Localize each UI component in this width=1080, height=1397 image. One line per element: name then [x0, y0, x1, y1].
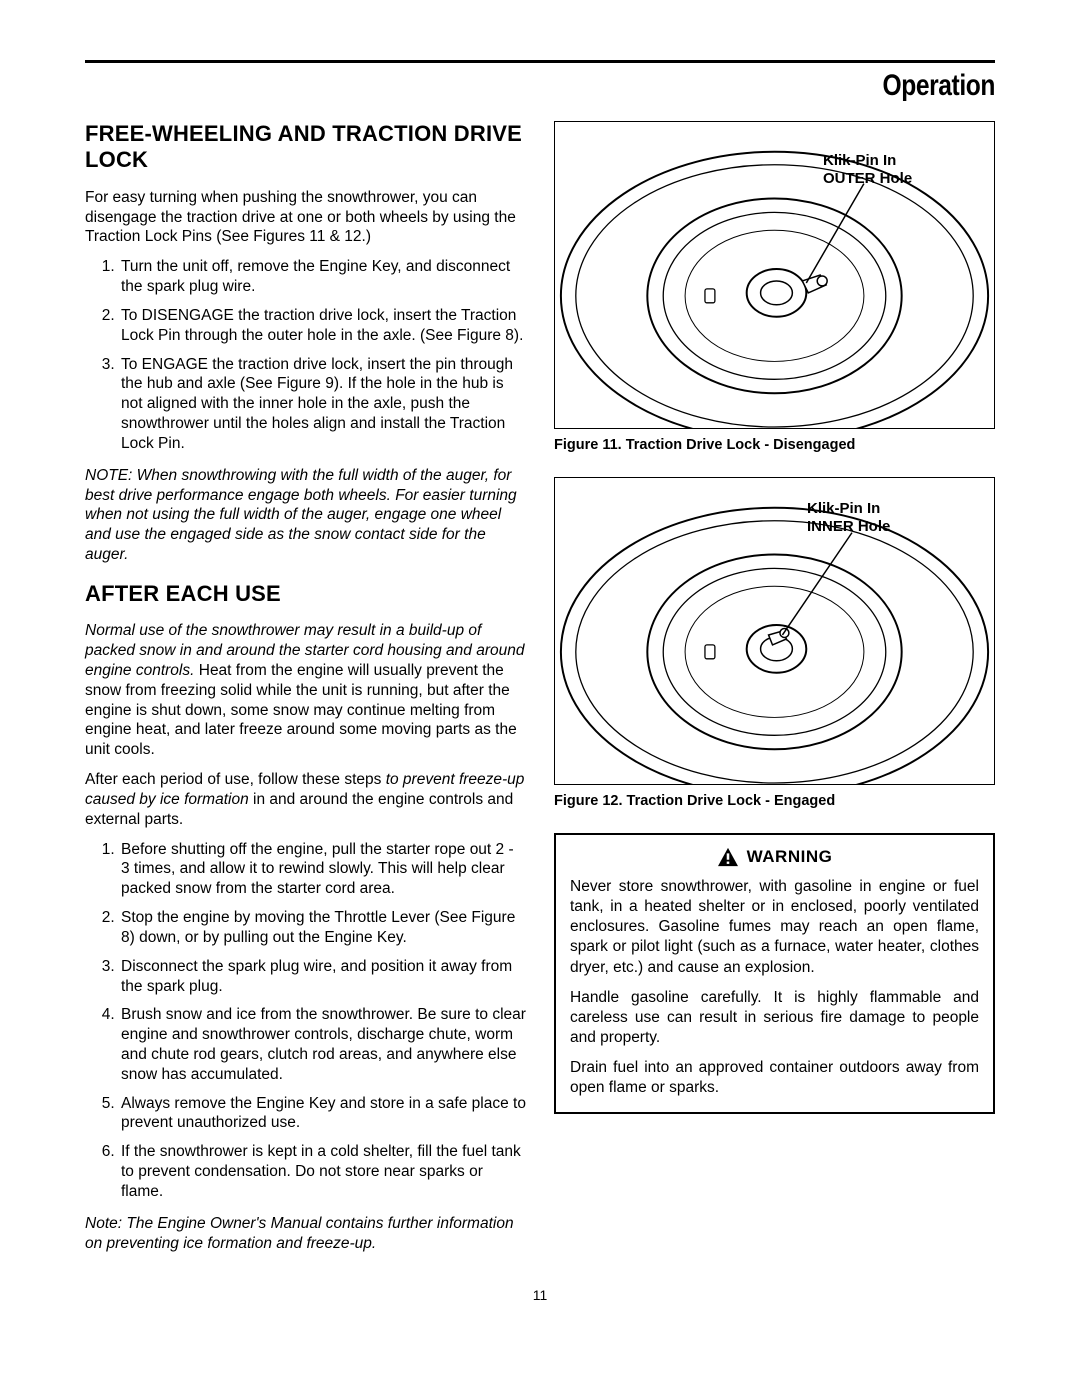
step: Disconnect the spark plug wire, and posi…	[119, 957, 526, 997]
step: Always remove the Engine Key and store i…	[119, 1094, 526, 1134]
freewheel-steps: Turn the unit off, remove the Engine Key…	[85, 257, 526, 453]
fig12-label-line1: Klik-Pin In	[807, 500, 880, 517]
step: To ENGAGE the traction drive lock, inser…	[119, 355, 526, 454]
page-number: 11	[85, 1287, 995, 1303]
wheel-diagram-disengaged	[555, 122, 994, 428]
note-snowthrowing: NOTE: When snowthrowing with the full wi…	[85, 466, 526, 565]
fig11-label-line2: OUTER Hole	[823, 170, 912, 187]
fig12-label-line2: INNER Hole	[807, 518, 890, 535]
figure-11-box: Klik-Pin In OUTER Hole	[554, 121, 995, 429]
step: To DISENGAGE the traction drive lock, in…	[119, 306, 526, 346]
warning-triangle-icon	[717, 847, 739, 867]
two-column-layout: FREE-WHEELING AND TRACTION DRIVE LOCK Fo…	[85, 121, 995, 1269]
fig11-label-line1: Klik-Pin In	[823, 152, 896, 169]
step: Brush snow and ice from the snowthrower.…	[119, 1005, 526, 1084]
warning-p2: Handle gasoline carefully. It is highly …	[570, 988, 979, 1048]
warning-p3: Drain fuel into an approved container ou…	[570, 1058, 979, 1098]
figure-11-label: Klik-Pin In OUTER Hole	[823, 152, 912, 187]
step: Turn the unit off, remove the Engine Key…	[119, 257, 526, 297]
heading-freewheeling: FREE-WHEELING AND TRACTION DRIVE LOCK	[85, 121, 526, 174]
right-column: Klik-Pin In OUTER Hole Figure 11. Tracti…	[554, 121, 995, 1269]
step: Stop the engine by moving the Throttle L…	[119, 908, 526, 948]
after2-pre: After each period of use, follow these s…	[85, 771, 386, 788]
intro-paragraph: For easy turning when pushing the snowth…	[85, 188, 526, 247]
figure-12-caption: Figure 12. Traction Drive Lock - Engaged	[554, 793, 995, 809]
warning-p1: Never store snowthrower, with gasoline i…	[570, 877, 979, 978]
top-rule	[85, 60, 995, 63]
left-column: FREE-WHEELING AND TRACTION DRIVE LOCK Fo…	[85, 121, 526, 1269]
warning-heading: WARNING	[570, 847, 979, 867]
wheel-diagram-engaged	[555, 478, 994, 784]
after-use-p1: Normal use of the snowthrower may result…	[85, 621, 526, 760]
warning-heading-text: WARNING	[747, 847, 833, 867]
after-use-p2: After each period of use, follow these s…	[85, 770, 526, 829]
section-title: Operation	[249, 69, 995, 103]
figure-11-caption: Figure 11. Traction Drive Lock - Disenga…	[554, 437, 995, 453]
figure-12-box: Klik-Pin In INNER Hole	[554, 477, 995, 785]
after-use-steps: Before shutting off the engine, pull the…	[85, 840, 526, 1202]
step: Before shutting off the engine, pull the…	[119, 840, 526, 899]
heading-after-each-use: AFTER EACH USE	[85, 581, 526, 607]
step: If the snowthrower is kept in a cold she…	[119, 1142, 526, 1201]
note-engine-manual: Note: The Engine Owner's Manual contains…	[85, 1214, 526, 1254]
warning-box: WARNING Never store snowthrower, with ga…	[554, 833, 995, 1114]
figure-12-label: Klik-Pin In INNER Hole	[807, 500, 890, 535]
